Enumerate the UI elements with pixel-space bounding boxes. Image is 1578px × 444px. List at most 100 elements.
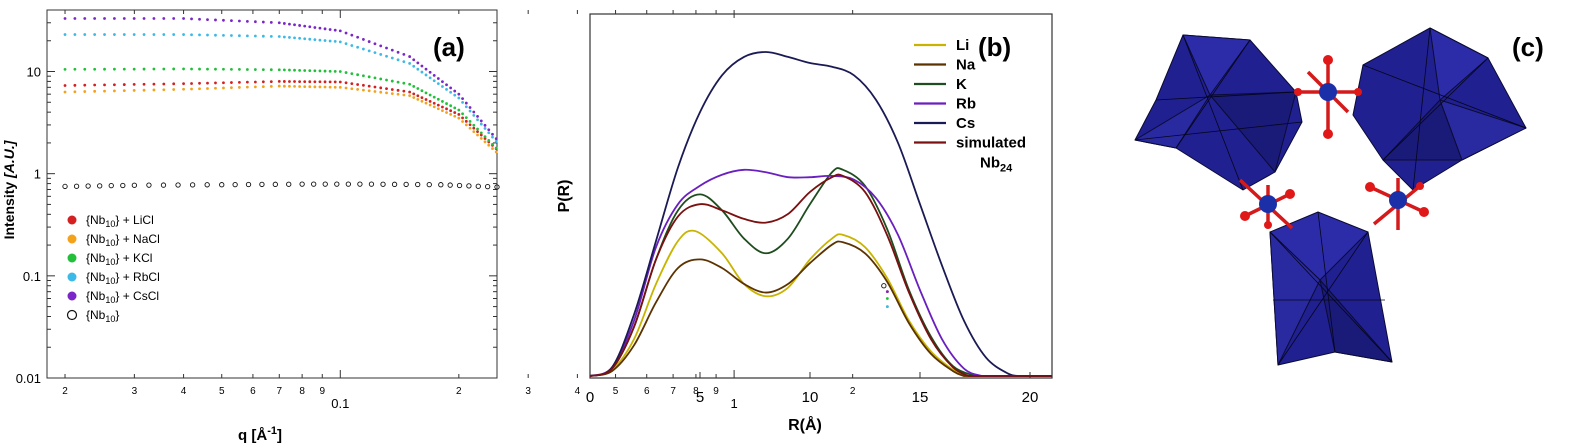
data-point	[390, 56, 394, 60]
data-point	[483, 123, 487, 127]
data-point	[190, 33, 193, 37]
data-point	[277, 84, 281, 88]
series-5-points	[62, 181, 887, 289]
data-point	[303, 37, 307, 41]
panel-b-lines	[589, 51, 1052, 377]
data-point	[282, 80, 286, 83]
data-point	[449, 109, 453, 113]
data-point	[172, 67, 176, 71]
data-point	[214, 81, 217, 85]
data-point	[313, 38, 317, 42]
data-point	[204, 182, 210, 188]
data-point	[160, 182, 167, 188]
x-tick-label: 0.1	[331, 396, 349, 411]
data-point	[318, 38, 322, 42]
data-point	[198, 33, 201, 37]
data-point	[277, 68, 281, 72]
data-point	[428, 76, 432, 80]
data-point	[402, 93, 406, 97]
data-point	[132, 67, 136, 71]
data-point	[476, 118, 479, 122]
panel-a-x-axis-label: q [Å-1]	[238, 425, 282, 444]
data-point	[142, 17, 146, 20]
data-point	[468, 126, 472, 130]
data-point	[328, 80, 332, 84]
data-point	[253, 34, 257, 38]
data-point	[113, 17, 116, 20]
panel-b-x-axis-label: R(Å)	[788, 415, 822, 434]
data-point	[456, 182, 463, 189]
data-point	[402, 81, 406, 85]
data-point	[424, 98, 428, 101]
data-point	[441, 85, 444, 88]
data-point	[881, 283, 887, 289]
data-point	[182, 82, 185, 86]
legend-label: {Nb10} + RbCl	[86, 270, 160, 286]
data-point	[476, 115, 479, 118]
data-point	[323, 39, 327, 42]
data-point	[461, 112, 464, 116]
data-point	[362, 38, 365, 41]
data-point	[449, 112, 453, 116]
legend-label: simulated	[956, 135, 1026, 152]
data-point	[142, 88, 146, 92]
data-point	[63, 33, 67, 36]
data-point	[298, 85, 302, 88]
data-point	[172, 88, 176, 91]
data-point	[293, 68, 296, 72]
data-point	[479, 119, 483, 123]
data-point	[238, 19, 241, 23]
data-point	[390, 92, 394, 95]
data-point	[122, 33, 126, 36]
data-point	[282, 22, 286, 25]
legend-marker	[67, 272, 77, 282]
legend-label: Rb	[956, 96, 976, 113]
panel-a-label: (a)	[433, 32, 465, 62]
data-point	[416, 98, 420, 101]
x-minor-tick-label: 3	[525, 386, 531, 397]
data-point	[373, 85, 377, 89]
data-point	[379, 90, 383, 94]
data-point	[487, 143, 491, 147]
data-point	[190, 87, 193, 91]
data-point	[298, 36, 302, 40]
data-point	[476, 133, 479, 137]
data-point	[162, 33, 166, 36]
data-point	[453, 106, 457, 110]
data-point	[396, 88, 400, 92]
data-point	[288, 22, 291, 26]
data-point	[487, 128, 491, 132]
data-point	[152, 67, 156, 71]
data-point	[172, 33, 176, 36]
edge-lines	[1134, 27, 1527, 366]
data-point	[438, 182, 444, 188]
data-point	[142, 67, 146, 71]
data-point	[441, 105, 444, 109]
data-point	[259, 181, 265, 188]
data-point	[350, 72, 354, 76]
x-minor-tick-label: 8	[299, 386, 305, 397]
data-point	[298, 80, 302, 83]
series-1-points	[63, 84, 889, 308]
data-point	[464, 123, 468, 127]
metal-atom	[1389, 191, 1407, 209]
oxygen-atom	[1416, 182, 1424, 190]
data-point	[468, 106, 472, 109]
data-point	[298, 24, 302, 27]
data-point	[230, 34, 233, 37]
data-point	[253, 20, 257, 24]
panel-a-legend: {Nb10} + LiCl {Nb10} + NaCl {Nb10} + KCl {N…	[66, 213, 160, 324]
legend-label: K	[956, 76, 967, 93]
data-point	[412, 96, 416, 99]
data-point	[303, 80, 307, 84]
data-point	[162, 82, 166, 86]
oxygen-atom	[1323, 129, 1333, 139]
data-point	[230, 67, 233, 71]
data-point	[293, 36, 296, 40]
data-point	[97, 183, 103, 189]
data-point	[345, 181, 352, 187]
data-point	[479, 131, 483, 135]
data-point	[230, 19, 233, 23]
data-point	[253, 85, 257, 89]
data-point	[453, 114, 457, 118]
